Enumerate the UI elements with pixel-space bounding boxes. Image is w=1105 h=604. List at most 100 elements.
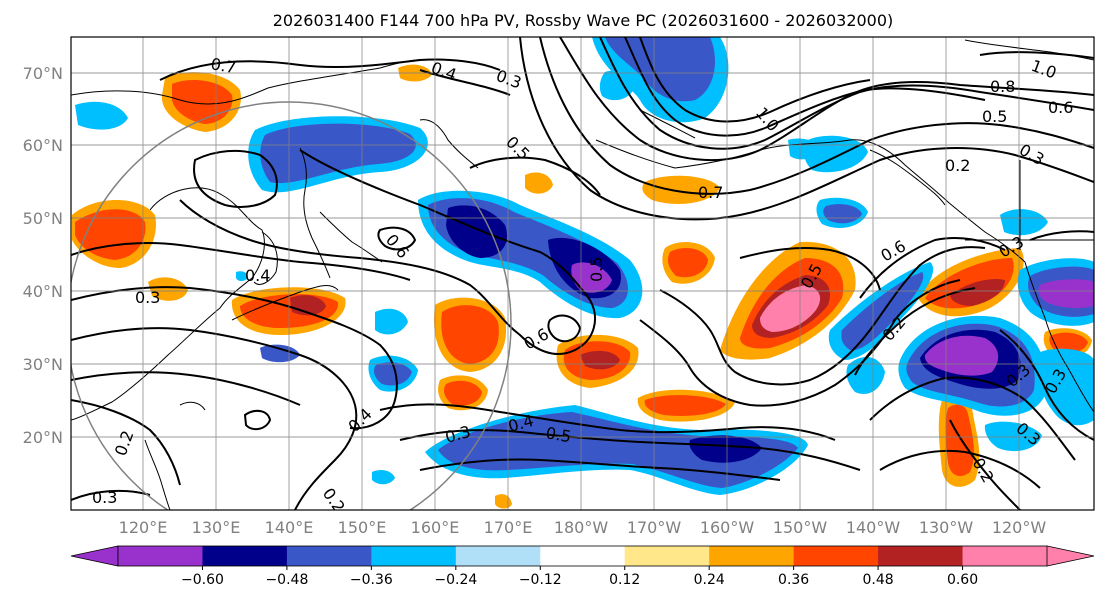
anomaly-blob: [1038, 279, 1094, 309]
lon-label: 120°W: [992, 518, 1047, 537]
anomaly-blob: [171, 79, 233, 124]
anomaly-blob: [945, 404, 974, 477]
longitude-labels: 120°E 130°E 140°E 150°E 160°E 170°E 180°…: [119, 518, 1047, 537]
contour-label: 0.5: [982, 107, 1007, 126]
figure-title: 2026031400 F144 700 hPa PV, Rossby Wave …: [273, 11, 894, 30]
lon-label: 160°W: [700, 518, 755, 537]
anomaly-blob: [1000, 209, 1048, 236]
pv-contour: [71, 242, 411, 281]
pv-contour: [71, 327, 358, 510]
lat-label: 50°N: [23, 209, 63, 228]
anomaly-blob: [580, 350, 620, 370]
contour-label: 0.8: [990, 77, 1015, 96]
anomaly-blob: [668, 248, 708, 278]
colorbar-overflow-triangle: [1046, 545, 1095, 567]
colorbar-segment: [624, 546, 710, 566]
anomaly-blob: [644, 395, 726, 416]
map-frame: [70, 36, 1095, 511]
colorbar-underflow-triangle: [70, 545, 119, 567]
colorbar-tick-label: −0.24: [434, 572, 477, 588]
lat-label: 30°N: [23, 355, 63, 374]
colorbar-frame: [117, 545, 1048, 567]
anomaly-blob: [924, 335, 999, 376]
contour-label: 0.3: [92, 488, 117, 507]
colorbar-ticks: −0.60 −0.48 −0.36 −0.24 −0.12 0.12 0.24 0.36 0.4…: [181, 566, 978, 588]
colorbar-segment: [793, 546, 879, 566]
pv-contour: [469, 156, 601, 196]
map-panel: 0.7 0.4 0.3 0.5 1.0 0.7 0.8 1.0 0.6 0.5 …: [71, 37, 1094, 510]
lon-label: 160°E: [411, 518, 460, 537]
anomaly-blob: [841, 272, 924, 351]
colorbar-segment: [371, 546, 457, 566]
contour-label: 0.7: [698, 183, 723, 202]
anomaly-blob: [1049, 332, 1088, 354]
pv-contour: [639, 279, 961, 407]
pv-contour: [854, 287, 976, 376]
lon-label: 150°E: [338, 518, 387, 537]
pv-contour: [624, 37, 986, 137]
colorbar: −0.60 −0.48 −0.36 −0.24 −0.12 0.12 0.24 0.36 0.4…: [70, 545, 1095, 588]
coastline: [71, 59, 433, 105]
anomaly-blob: [236, 271, 248, 281]
anomaly-blob: [260, 123, 416, 184]
colorbar-segment: [962, 546, 1048, 566]
pv-contour: [879, 449, 1041, 489]
pv-contour: [71, 371, 301, 406]
colorbar-segments: [118, 546, 1048, 566]
pv-contour: [1029, 230, 1094, 241]
pv-contour: [599, 37, 1094, 150]
anomaly-blob: [446, 205, 508, 258]
pv-contour: [739, 247, 881, 291]
anomaly-blob: [438, 412, 798, 488]
coastline: [71, 187, 265, 421]
colorbar-segment: [709, 546, 795, 566]
contour-label: 0.7: [209, 54, 237, 77]
anomaly-blob: [525, 172, 553, 194]
lon-label: 130°E: [192, 518, 241, 537]
pv-contour: [859, 237, 1006, 299]
anomaly-blob: [375, 308, 408, 335]
colorbar-segment: [878, 546, 964, 566]
lat-label: 70°N: [23, 64, 63, 83]
colorbar-tick-label: −0.12: [519, 572, 562, 588]
colorbar-segment: [540, 546, 626, 566]
pv-contour: [71, 286, 398, 430]
pv-contour: [71, 399, 181, 486]
pv-contour: [159, 58, 501, 81]
pv-contour: [659, 246, 986, 386]
coastline: [231, 285, 339, 321]
coastline: [639, 109, 696, 139]
colorbar-segment: [202, 546, 288, 566]
lon-label: 170°E: [484, 518, 533, 537]
pv-contour: [869, 376, 1076, 461]
coastline: [1024, 261, 1094, 413]
pv-contour: [999, 329, 1094, 441]
contour-label: 0.5: [587, 257, 606, 282]
anomaly-blob: [950, 278, 1005, 306]
colorbar-segment: [455, 546, 541, 566]
lat-label: 20°N: [23, 428, 63, 447]
anomaly-blob: [823, 204, 862, 224]
contour-label: 0.2: [945, 156, 970, 175]
pv-contour: [193, 149, 278, 208]
contour-label: 0.4: [245, 266, 270, 285]
anomaly-blob: [689, 435, 762, 463]
lon-label: 180°W: [554, 518, 609, 537]
anomaly-blob: [441, 305, 499, 364]
lon-label: 170°W: [627, 518, 682, 537]
coastline: [253, 231, 278, 285]
anomaly-blob: [599, 70, 634, 101]
coastline: [964, 39, 1094, 61]
colorbar-segment: [118, 546, 203, 566]
pv-contour: [979, 51, 1094, 59]
anomaly-blob: [374, 362, 412, 386]
anomaly-blob: [1038, 348, 1094, 426]
pv-contour: [379, 403, 836, 441]
pv-contour: [547, 314, 582, 343]
latitude-labels: 70°N 60°N 50°N 40°N 30°N 20°N: [23, 64, 63, 447]
pv-contour: [399, 429, 861, 471]
lat-label: 40°N: [23, 282, 63, 301]
lon-label: 150°W: [773, 518, 828, 537]
reference-circle: [71, 101, 512, 510]
contour-label: 0.3: [135, 288, 160, 307]
